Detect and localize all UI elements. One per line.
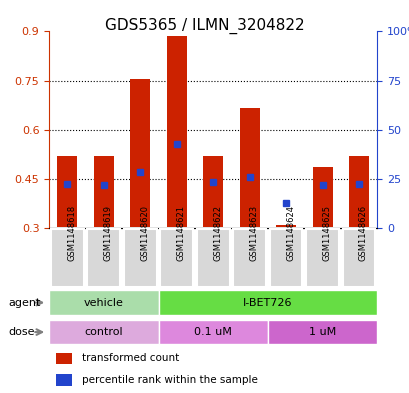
FancyBboxPatch shape (51, 229, 83, 287)
FancyBboxPatch shape (49, 290, 158, 315)
Text: GSM1148624: GSM1148624 (285, 205, 294, 261)
Text: percentile rank within the sample: percentile rank within the sample (82, 375, 257, 385)
Text: GSM1148623: GSM1148623 (249, 205, 258, 261)
Text: GSM1148622: GSM1148622 (213, 205, 222, 261)
Text: 1 uM: 1 uM (308, 327, 335, 337)
Text: 0.1 uM: 0.1 uM (194, 327, 231, 337)
Bar (57, 156, 77, 227)
FancyBboxPatch shape (158, 290, 376, 315)
Bar (275, 225, 295, 227)
Bar (94, 156, 114, 227)
Bar (56, 374, 72, 386)
FancyBboxPatch shape (87, 229, 120, 287)
Text: GSM1148621: GSM1148621 (176, 205, 185, 261)
Text: transformed count: transformed count (82, 353, 179, 364)
FancyBboxPatch shape (233, 229, 265, 287)
Bar (348, 156, 368, 227)
Bar (56, 353, 72, 364)
FancyBboxPatch shape (49, 320, 158, 344)
Text: GSM1148619: GSM1148619 (103, 205, 112, 261)
FancyBboxPatch shape (267, 320, 376, 344)
Bar (203, 156, 222, 227)
Bar (312, 167, 332, 227)
Bar (239, 108, 259, 227)
FancyBboxPatch shape (269, 229, 302, 287)
Text: GDS5365 / ILMN_3204822: GDS5365 / ILMN_3204822 (105, 18, 304, 34)
Text: GSM1148618: GSM1148618 (67, 205, 76, 261)
Text: GSM1148625: GSM1148625 (322, 205, 331, 261)
Bar (130, 79, 150, 227)
Text: GSM1148620: GSM1148620 (140, 205, 149, 261)
Bar (166, 37, 187, 227)
FancyBboxPatch shape (124, 229, 156, 287)
FancyBboxPatch shape (160, 229, 193, 287)
Text: I-BET726: I-BET726 (243, 298, 292, 308)
Text: vehicle: vehicle (84, 298, 124, 308)
Text: dose: dose (8, 327, 35, 337)
FancyBboxPatch shape (342, 229, 375, 287)
FancyBboxPatch shape (306, 229, 338, 287)
Text: control: control (84, 327, 123, 337)
FancyBboxPatch shape (196, 229, 229, 287)
FancyBboxPatch shape (158, 320, 267, 344)
Text: agent: agent (8, 298, 40, 308)
Text: GSM1148626: GSM1148626 (358, 205, 367, 261)
